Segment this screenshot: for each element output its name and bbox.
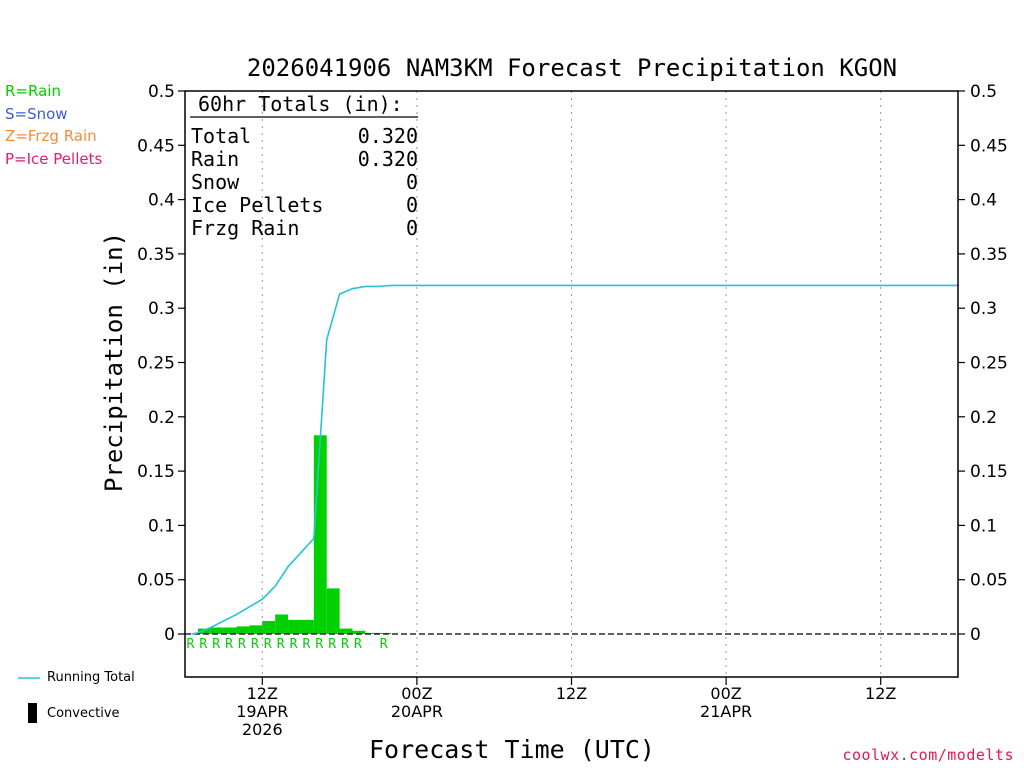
y-tick-label-left-5: 0.25: [137, 354, 175, 374]
y-tick-label-right-9: 0.45: [970, 136, 1008, 156]
y-tick-label-left-6: 0.3: [148, 299, 175, 319]
ptype-marker-4: R: [238, 637, 246, 652]
precip-bar-0: [197, 628, 211, 634]
site-credit: coolwx.com/modelts: [842, 746, 1014, 764]
totals-label-1: Rain: [191, 147, 239, 171]
y-tick-label-left-4: 0.2: [148, 408, 175, 428]
running-total-line: [191, 284, 958, 635]
legend-frzg-rain: Z=Frzg Rain: [5, 127, 97, 145]
y-tick-label-left-10: 0.5: [148, 82, 175, 102]
legend-snow: S=Snow: [5, 105, 68, 123]
precip-bar-3: [236, 626, 250, 634]
ptype-marker-12: R: [341, 637, 349, 652]
chart-title: 2026041906 NAM3KM Forecast Precipitation…: [247, 54, 897, 82]
ptype-marker-7: R: [277, 637, 285, 652]
y-tick-label-right-6: 0.3: [970, 299, 997, 319]
x-tick-label-3-1: 21APR: [700, 702, 752, 721]
precip-bar-12: [352, 630, 366, 634]
y-tick-label-right-5: 0.25: [970, 354, 1008, 374]
x-tick-label-0-0: 12Z: [247, 684, 278, 703]
ptype-marker-8: R: [290, 637, 298, 652]
ptype-marker-5: R: [251, 637, 259, 652]
y-tick-label-right-8: 0.4: [970, 191, 997, 211]
precip-bar-11: [339, 628, 353, 634]
precip-bar-2: [223, 627, 237, 634]
ptype-marker-11: R: [328, 637, 336, 652]
precip-bar-6: [275, 614, 289, 634]
totals-value-4: 0: [406, 216, 418, 240]
y-tick-label-left-3: 0.15: [137, 462, 175, 482]
precip-bars: [197, 435, 392, 634]
x-axis-label: Forecast Time (UTC): [369, 735, 655, 764]
totals-title: 60hr Totals (in):: [198, 92, 403, 116]
x-tick-label-0-1: 19APR: [236, 702, 288, 721]
precip-bar-8: [300, 619, 314, 634]
y-tick-label-left-1: 0.05: [137, 571, 175, 591]
totals-label-0: Total: [191, 124, 251, 148]
ptype-marker-2: R: [212, 637, 220, 652]
totals-value-1: 0.320: [358, 147, 418, 171]
ptype-marker-6: R: [264, 637, 272, 652]
ptype-marker-0: R: [187, 637, 195, 652]
totals-label-3: Ice Pellets: [191, 193, 323, 217]
y-tick-label-left-7: 0.35: [137, 245, 175, 265]
precip-bar-7: [288, 619, 301, 634]
convective-label: Convective: [47, 706, 120, 721]
y-tick-label-right-1: 0.05: [970, 571, 1008, 591]
y-tick-label-left-8: 0.4: [148, 191, 175, 211]
y-tick-label-right-4: 0.2: [970, 408, 997, 428]
precip-bar-4: [249, 625, 263, 634]
y-axis-label: Precipitation (in): [100, 232, 128, 492]
y-tick-label-left-0: 0: [164, 625, 175, 645]
totals-value-0: 0.320: [358, 124, 418, 148]
y-tick-label-right-2: 0.1: [970, 516, 997, 536]
x-tick-label-4-0: 12Z: [865, 684, 896, 703]
totals-value-2: 0: [406, 170, 418, 194]
totals-label-2: Snow: [191, 170, 240, 194]
precip-bar-1: [210, 627, 224, 634]
totals-label-4: Frzg Rain: [191, 216, 299, 240]
precip-bar-13: [365, 632, 379, 634]
precip-bar-10: [326, 588, 340, 634]
y-tick-label-left-2: 0.1: [148, 516, 175, 536]
running-total-label: Running Total: [47, 670, 135, 685]
ptype-marker-1: R: [199, 637, 207, 652]
y-tick-label-right-7: 0.35: [970, 245, 1008, 265]
precip-bar-9: [313, 435, 327, 634]
totals-box: 60hr Totals (in): Total 0.320 Rain 0.320 Snow…: [190, 92, 418, 240]
x-tick-label-2-0: 12Z: [556, 684, 587, 703]
ptype-marker-9: R: [302, 637, 310, 652]
legend-ice-pellets: P=Ice Pellets: [5, 150, 103, 168]
y-tick-label-right-3: 0.15: [970, 462, 1008, 482]
ptype-marker-3: R: [225, 637, 233, 652]
precip-bar-5: [262, 620, 276, 634]
convective-swatch: [28, 703, 37, 723]
ptype-marker-10: R: [315, 637, 323, 652]
grid-lines: [261, 91, 882, 677]
legend-rain: R=Rain: [5, 82, 61, 100]
x-tick-label-0-2: 2026: [242, 720, 283, 739]
ptype-marker-14: R: [380, 637, 388, 652]
totals-value-3: 0: [406, 193, 418, 217]
x-tick-label-1-0: 00Z: [401, 684, 432, 703]
x-tick-label-3-0: 00Z: [710, 684, 741, 703]
y-tick-label-right-10: 0.5: [970, 82, 997, 102]
series-lines: [185, 284, 958, 635]
y-tick-label-right-0: 0: [970, 625, 981, 645]
bottom-legend: [18, 677, 40, 723]
axes: 0 00.05 0.050.1 0.10.15 0.150.2 0.20.25 0.250.…: [137, 82, 1008, 739]
ptype-marker-13: R: [354, 637, 362, 652]
x-tick-label-1-1: 20APR: [391, 702, 443, 721]
y-tick-label-left-9: 0.45: [137, 136, 175, 156]
